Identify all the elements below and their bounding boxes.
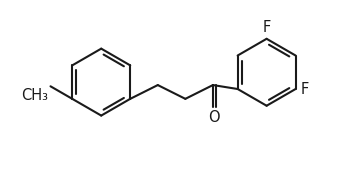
Text: CH₃: CH₃ bbox=[21, 88, 49, 103]
Text: O: O bbox=[209, 110, 220, 125]
Text: F: F bbox=[300, 82, 309, 98]
Text: F: F bbox=[262, 20, 271, 35]
